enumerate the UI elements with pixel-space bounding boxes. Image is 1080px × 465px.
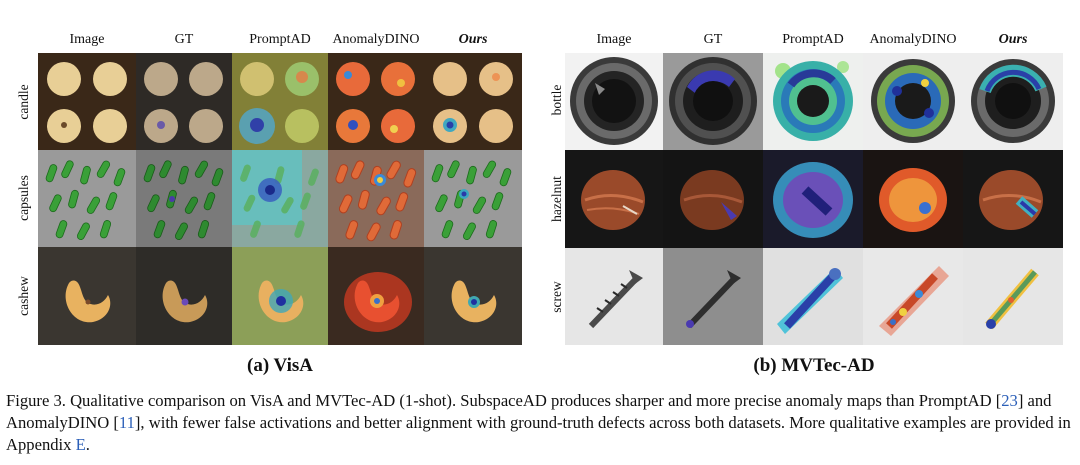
subcaption-visa: (a) VisA [247,355,313,376]
visa-capsules-ours [424,150,522,247]
visa-candle-anomalydino [328,53,424,150]
visa-cashew-gt [136,247,232,345]
citation-link-11[interactable]: 11 [118,413,135,432]
row-label-cashew: cashew [16,276,31,316]
mvtec-hazelnut-image [565,150,663,248]
mvtec-screw-gt [663,248,763,345]
caption-text-1: Figure 3. Qualitative comparison on VisA… [6,391,1002,410]
subcaption-mvtec: (b) MVTec-AD [753,355,875,376]
caption-text-4: . [85,435,90,454]
citation-link-23[interactable]: 23 [1001,391,1018,410]
col-header-gt: GT [174,32,194,47]
visa-candle-promptad [232,53,328,150]
mvtec-hazelnut-gt [663,150,763,248]
mvtec-screw-image [565,248,663,345]
visa-candle-ours [424,53,522,150]
row-label-capsules: capsules [16,175,31,221]
mvtec-hazelnut-ours [963,150,1063,248]
row-label-hazelnut: hazelnut [549,176,564,222]
visa-candle-gt [136,53,232,150]
mvtec-hazelnut-promptad [763,150,863,248]
col-header-promptad: PromptAD [249,32,311,47]
col-header-anomalydino: AnomalyDINO [869,32,957,47]
row-label-screw: screw [549,281,564,313]
caption-text-3: ], with fewer false activations and bett… [6,413,1071,454]
visa-capsules-promptad [232,150,328,247]
mvtec-screw-promptad [763,248,863,345]
mvtec-bottle-image [565,53,663,150]
figure-caption: Figure 3. Qualitative comparison on VisA… [6,390,1074,456]
appendix-link-e[interactable]: E [75,435,86,454]
col-header-image: Image [69,32,105,47]
col-header-gt: GT [703,32,723,47]
mvtec-bottle-promptad [763,53,863,150]
visa-candle-image [38,53,136,150]
visa-capsules-image [38,150,136,247]
mvtec-bottle-ours [963,53,1063,150]
visa-cashew-image [38,247,136,345]
col-header-ours: Ours [458,32,488,47]
visa-capsules-gt [136,150,232,247]
col-header-anomalydino: AnomalyDINO [332,32,420,47]
col-header-image: Image [596,32,632,47]
row-label-candle: candle [16,84,31,120]
col-header-ours: Ours [998,32,1028,47]
visa-capsules-anomalydino [328,150,424,247]
caption-text-2: ] and AnomalyDINO [ [6,391,1052,432]
mvtec-screw-ours [963,248,1063,345]
mvtec-screw-anomalydino [863,248,963,345]
mvtec-bottle-gt [663,53,763,150]
visa-cashew-ours [424,247,522,345]
mvtec-hazelnut-anomalydino [863,150,963,248]
row-label-bottle: bottle [549,84,564,116]
mvtec-bottle-anomalydino [863,53,963,150]
visa-cashew-promptad [232,247,328,345]
col-header-promptad: PromptAD [782,32,844,47]
visa-cashew-anomalydino [328,247,424,345]
